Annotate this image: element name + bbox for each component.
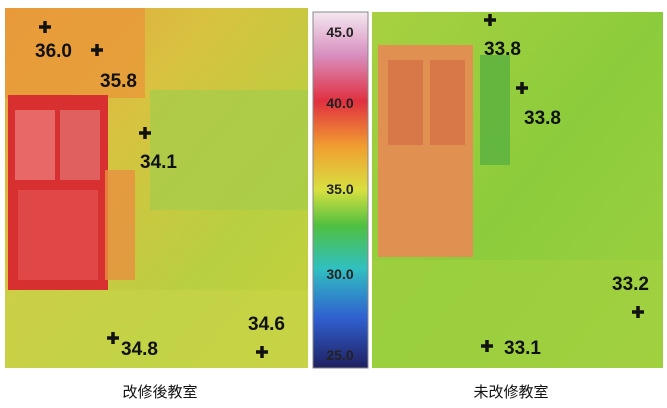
figure: 45.0 40.0 35.0 30.0 25.0 36.0 35.8 34.1 … (0, 0, 667, 408)
temp-label: 34.8 (121, 339, 158, 360)
scale-label: 40.0 (326, 95, 353, 111)
right-thermal-image (372, 12, 663, 368)
temp-label: 34.6 (248, 314, 285, 335)
scale-label: 30.0 (326, 266, 353, 282)
temp-label: 33.2 (612, 274, 649, 295)
temp-label: 34.1 (140, 152, 177, 173)
scale-label: 35.0 (326, 181, 353, 197)
temp-label: 33.1 (504, 338, 541, 359)
color-scale: 45.0 40.0 35.0 30.0 25.0 (313, 12, 368, 368)
temp-label: 35.8 (100, 71, 137, 92)
caption: 未改修教室 (473, 383, 548, 401)
caption: 改修後教室 (122, 383, 197, 401)
scale-label: 25.0 (326, 347, 353, 363)
scale-label: 45.0 (326, 24, 353, 40)
temp-label: 36.0 (35, 41, 72, 62)
temp-label: 33.8 (484, 39, 521, 60)
temp-label: 33.8 (524, 108, 561, 129)
